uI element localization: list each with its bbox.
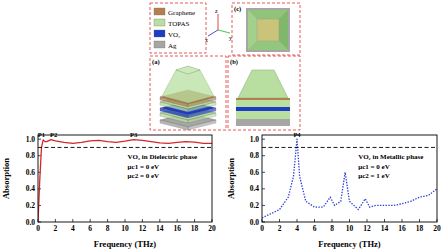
x-tick-label: 14 [156, 224, 164, 233]
x-axis-label: Frequency (THz) [318, 239, 381, 249]
legend-swatch [154, 19, 165, 26]
axis-arrow [208, 30, 218, 36]
x-tick-label: 20 [208, 224, 216, 233]
legend-label: Graphene [168, 9, 195, 17]
shape [246, 8, 290, 52]
x-tick-label: 16 [398, 224, 406, 233]
axis-letter: x [205, 37, 208, 43]
panel-label: (b) [230, 58, 238, 66]
y-tick-label: 1.0 [26, 135, 36, 144]
x-axis-label: Frequency (THz) [94, 239, 157, 249]
y-tick [262, 205, 265, 206]
panel-label: (a) [152, 58, 160, 66]
x-tick-label: 12 [139, 224, 147, 233]
annotation: VO₂ in Dielectric phase [128, 153, 197, 161]
x-tick-label: 16 [173, 224, 181, 233]
annotation: μc2 = 0 eV [128, 172, 159, 180]
y-tick-label: 0.2 [26, 201, 36, 210]
annotation: P3 [130, 131, 138, 138]
x-tick-label: 12 [363, 224, 371, 233]
axis-letter: y [229, 35, 232, 41]
panel-label: (c) [234, 5, 241, 13]
x-tick-label: 18 [191, 224, 199, 233]
x-tick-label: 4 [71, 224, 75, 233]
shape [257, 19, 279, 41]
y-tick-label: 0.0 [250, 218, 260, 227]
y-tick [262, 188, 265, 189]
series-line [38, 147, 212, 148]
annotation: VO₂ in Metallic phase [358, 153, 423, 161]
axis-letter: z [215, 8, 218, 14]
y-tick-label: 0.0 [26, 218, 36, 227]
annotation: μc2 = 1 eV [358, 172, 389, 180]
axis-arrow [218, 30, 230, 33]
x-tick-label: 10 [121, 224, 129, 233]
legend-swatch [154, 30, 165, 37]
y-tick [262, 172, 265, 173]
layer [236, 98, 290, 100]
legend-swatch [154, 8, 165, 15]
pyramid-top [176, 66, 200, 74]
y-tick-label: 0.4 [250, 184, 260, 193]
trapezoid [238, 70, 288, 98]
layer [236, 111, 290, 119]
annotation: P1 [38, 131, 45, 138]
chart: 0 2 4 6 8 10 12 14 16 18 20 0.0 0.2 0.4 0.6 0.8 1.0 P4 VO₂… [226, 131, 441, 249]
x-tick-label: 0 [260, 224, 264, 233]
legend-label: TOPAS [168, 20, 190, 28]
plot-frame [38, 135, 212, 222]
y-tick-label: 0.6 [26, 168, 36, 177]
x-tick-label: 0 [36, 224, 40, 233]
x-tick-label: 10 [346, 224, 354, 233]
plot-frame [262, 135, 437, 222]
series-line [38, 140, 212, 222]
layer [236, 119, 290, 126]
shape [248, 41, 288, 50]
annotation: μc1 = 0 eV [358, 163, 389, 171]
legend-swatch [154, 41, 165, 48]
panel-border [228, 56, 300, 130]
panel-border [150, 3, 206, 53]
annotation: P2 [50, 131, 57, 138]
legend-label: Ag [168, 42, 177, 50]
y-tick-label: 1.0 [250, 135, 260, 144]
figure: Graphene TOPAS VO₂ Ag x y z (a) (b) (c) 0 2 4 6 8 10 12 1… [0, 0, 448, 252]
x-tick-label: 4 [295, 224, 299, 233]
x-tick-label: 8 [106, 224, 110, 233]
y-tick-label: 0.2 [250, 201, 260, 210]
x-tick-label: 2 [54, 224, 58, 233]
axis-arrow [218, 14, 219, 30]
series-line [262, 147, 437, 148]
layer [236, 100, 290, 107]
y-tick-label: 0.8 [250, 151, 260, 160]
y-tick [262, 139, 265, 140]
series-line [262, 139, 437, 218]
x-tick-label: 6 [313, 224, 317, 233]
x-tick-label: 20 [433, 224, 441, 233]
y-tick-label: 0.6 [250, 168, 260, 177]
y-tick [262, 155, 265, 156]
y-tick-label: 0.8 [26, 151, 36, 160]
panel-border [150, 56, 226, 130]
chart: 0 2 4 6 8 10 12 14 16 18 20 0.0 0.2 0.4 0.6 0.8 1.0P1 P2 P… [1, 131, 216, 249]
x-tick-label: 6 [88, 224, 92, 233]
x-tick-label: 8 [330, 224, 334, 233]
diagram: Graphene TOPAS VO₂ Ag x y z (a) (b) (c) [150, 3, 300, 130]
annotation: μc1 = 0 eV [128, 163, 159, 171]
y-axis-label: Absorption [226, 158, 236, 199]
annotation: P4 [293, 131, 301, 138]
x-tick-label: 18 [416, 224, 424, 233]
axes-triad: x y z [205, 8, 232, 43]
series-group [262, 139, 437, 218]
series-group [38, 140, 212, 222]
x-tick-label: 14 [381, 224, 389, 233]
y-axis-label: Absorption [1, 158, 11, 199]
pyramid [162, 70, 214, 103]
panel-border [232, 3, 300, 55]
x-tick-label: 2 [278, 224, 282, 233]
legend-label: VO₂ [168, 31, 181, 39]
y-tick-label: 0.4 [26, 184, 36, 193]
layer [236, 107, 290, 111]
